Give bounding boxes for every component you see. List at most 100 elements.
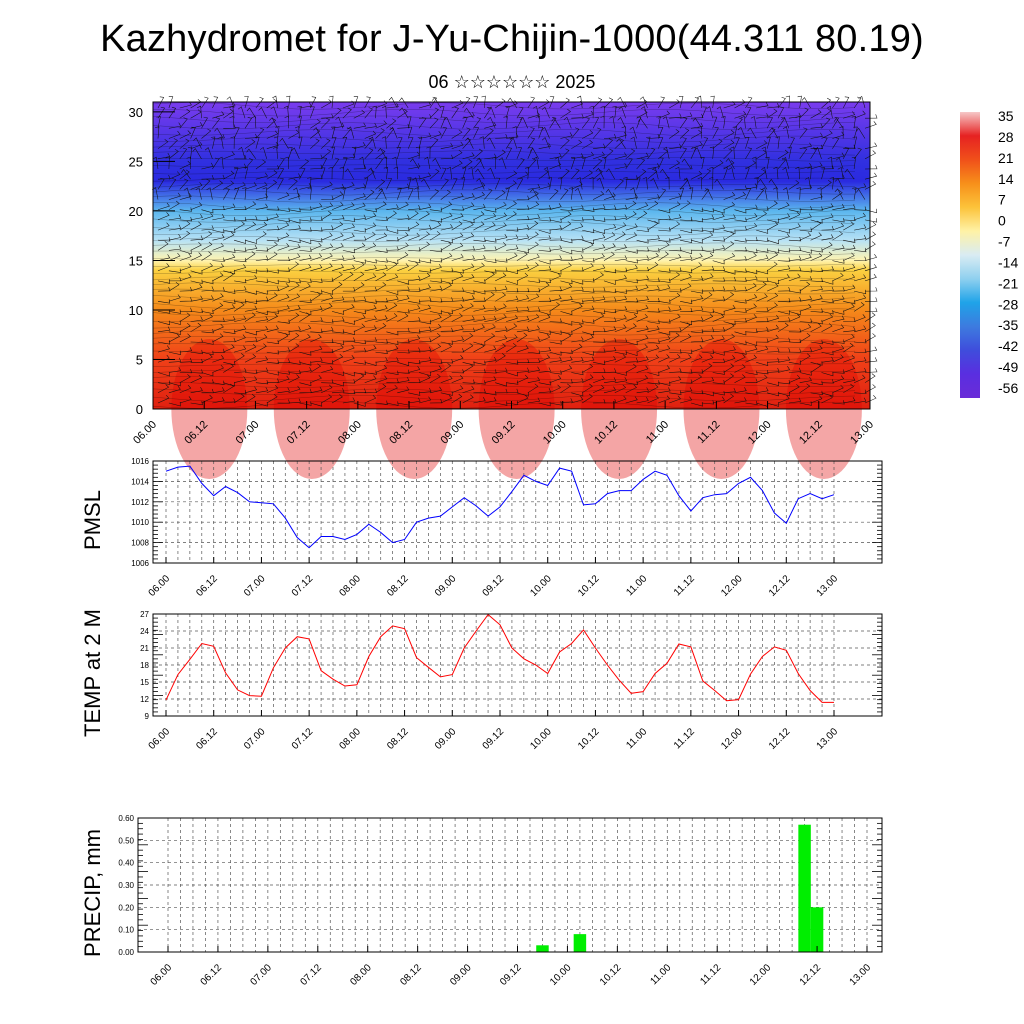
y-tick-label: 15 xyxy=(140,678,149,687)
y-tick-label: 0.50 xyxy=(118,836,134,845)
colorbar-label: -21 xyxy=(998,275,1018,291)
y-tick-label: 0.30 xyxy=(118,881,134,890)
y-tick-label: 18 xyxy=(140,661,149,670)
colorbar: 35 28 21 14 7 0 -7 -14 -21 -28 -35 -42 -49 -56 xyxy=(960,108,1018,398)
y-tick-label: 30 xyxy=(129,105,143,120)
x-tick-label: 10.12 xyxy=(576,726,602,752)
y-tick-label: 1012 xyxy=(131,498,149,507)
temperature-field xyxy=(153,102,870,409)
minor-ticks xyxy=(138,817,882,953)
x-tick-label: 07.12 xyxy=(298,962,324,988)
x-tick-label: 08.12 xyxy=(385,726,411,752)
plot-frame xyxy=(137,817,883,953)
pmsl-panel: 1006 1008 1010 1012 1014 1016 06.00 06.12 07.00 0… xyxy=(80,457,883,599)
y-tick-label: 0.60 xyxy=(118,814,134,823)
y-axis-label: PRECIP, mm xyxy=(80,829,105,957)
x-tick-label: 07.12 xyxy=(290,726,316,752)
x-tick-label: 08.12 xyxy=(398,962,424,988)
y-tick-label: 12 xyxy=(140,695,149,704)
precip-bar xyxy=(536,945,549,952)
y-tick-label: 20 xyxy=(129,204,143,219)
x-tick-label: 06.00 xyxy=(131,419,159,447)
chart-subtitle: 06 ☆☆☆☆☆☆ 2025 xyxy=(428,72,596,92)
y-tick-label: 21 xyxy=(140,644,149,653)
y-tick-label: 10 xyxy=(129,303,143,318)
x-tick-label: 10.12 xyxy=(598,962,624,988)
x-tick-label: 08.00 xyxy=(338,573,364,599)
x-tick-label: 06.00 xyxy=(147,726,173,752)
y-tick-label: 9 xyxy=(145,712,150,721)
minor-ticks xyxy=(153,460,882,564)
x-tick-label: 08.00 xyxy=(338,726,364,752)
x-tick-label: 11.12 xyxy=(672,726,697,751)
x-tick-label: 11.00 xyxy=(624,726,649,751)
plot-frame xyxy=(152,613,883,717)
x-tick-label: 11.12 xyxy=(672,573,697,598)
x-tick-label: 08.12 xyxy=(385,573,411,599)
precip-bar xyxy=(573,934,587,952)
colorbar-label: -14 xyxy=(998,254,1018,270)
y-tick-label: 0 xyxy=(136,402,143,417)
colorbar-label: 28 xyxy=(998,129,1014,145)
y-tick-label: 0.40 xyxy=(118,859,134,868)
x-tick-label: 09.00 xyxy=(448,962,474,988)
y-tick-label: 1016 xyxy=(131,457,149,466)
y-tick-label: 1010 xyxy=(131,518,149,527)
x-tick-label: 11.12 xyxy=(698,962,723,987)
x-tick-label: 13.00 xyxy=(815,573,841,599)
y-tick-label: 27 xyxy=(140,610,149,619)
x-tick-label: 10.00 xyxy=(548,962,574,988)
colorbar-label: 7 xyxy=(998,192,1006,208)
x-tick-label: 09.00 xyxy=(433,726,459,752)
x-tick-label: 07.00 xyxy=(242,573,268,599)
series-line xyxy=(165,465,835,549)
x-tick-label: 06.00 xyxy=(149,962,175,988)
grid xyxy=(138,817,882,953)
colorbar-label: -28 xyxy=(998,296,1018,312)
y-axis-label: TEMP at 2 M xyxy=(80,609,105,737)
x-tick-label: 11.00 xyxy=(648,962,673,987)
x-tick-label: 09.12 xyxy=(481,726,507,752)
x-tick-label: 07.00 xyxy=(242,726,268,752)
x-tick-label: 12.00 xyxy=(748,962,774,988)
x-tick-label: 07.00 xyxy=(249,962,275,988)
y-axis-label: PMSL xyxy=(80,490,105,550)
y-tick-label: 25 xyxy=(129,154,143,169)
x-tick-label: 06.12 xyxy=(194,573,220,599)
x-tick-label: 11.00 xyxy=(624,573,649,598)
plot-frame xyxy=(152,460,883,564)
y-tick-label: 0.20 xyxy=(118,903,134,912)
y-tick-label: 15 xyxy=(129,253,143,268)
x-tick-label: 13.00 xyxy=(815,726,841,752)
x-tick-label: 13.00 xyxy=(848,962,874,988)
precip-bar xyxy=(810,907,824,952)
x-tick-label: 06.12 xyxy=(199,962,225,988)
x-tick-label: 12.00 xyxy=(719,573,745,599)
x-tick-label: 07.12 xyxy=(290,573,316,599)
colorbar-label: -35 xyxy=(998,317,1018,333)
colorbar-label: -56 xyxy=(998,380,1018,396)
precipitation-panel: 0.00 0.10 0.20 0.30 0.40 0.50 0.60 06.00 06.12 07… xyxy=(80,814,883,988)
series-line xyxy=(165,613,834,703)
x-tick-label: 10.00 xyxy=(528,726,554,752)
colorbar-label: 35 xyxy=(998,108,1014,124)
colorbar-gradient xyxy=(960,112,980,398)
x-tick-label: 09.00 xyxy=(433,573,459,599)
colorbar-label: -42 xyxy=(998,338,1018,354)
y-tick-label: 0.10 xyxy=(118,926,134,935)
colorbar-label: 21 xyxy=(998,150,1014,166)
x-tick-label: 10.00 xyxy=(528,573,554,599)
x-tick-label: 09.12 xyxy=(481,573,507,599)
y-tick-label: 5 xyxy=(136,352,143,367)
x-tick-label: 12.12 xyxy=(798,962,824,988)
grid xyxy=(153,613,882,717)
colorbar-label: -7 xyxy=(998,234,1011,250)
x-tick-label: 06.00 xyxy=(147,573,173,599)
x-tick-label: 12.00 xyxy=(719,726,745,752)
chart-title: Kazhydromet for J-Yu-Chijin-1000(44.311 … xyxy=(100,18,924,60)
y-tick-label: 1008 xyxy=(131,539,149,548)
y-tick-label: 1006 xyxy=(131,559,149,568)
colorbar-label: -49 xyxy=(998,359,1018,375)
